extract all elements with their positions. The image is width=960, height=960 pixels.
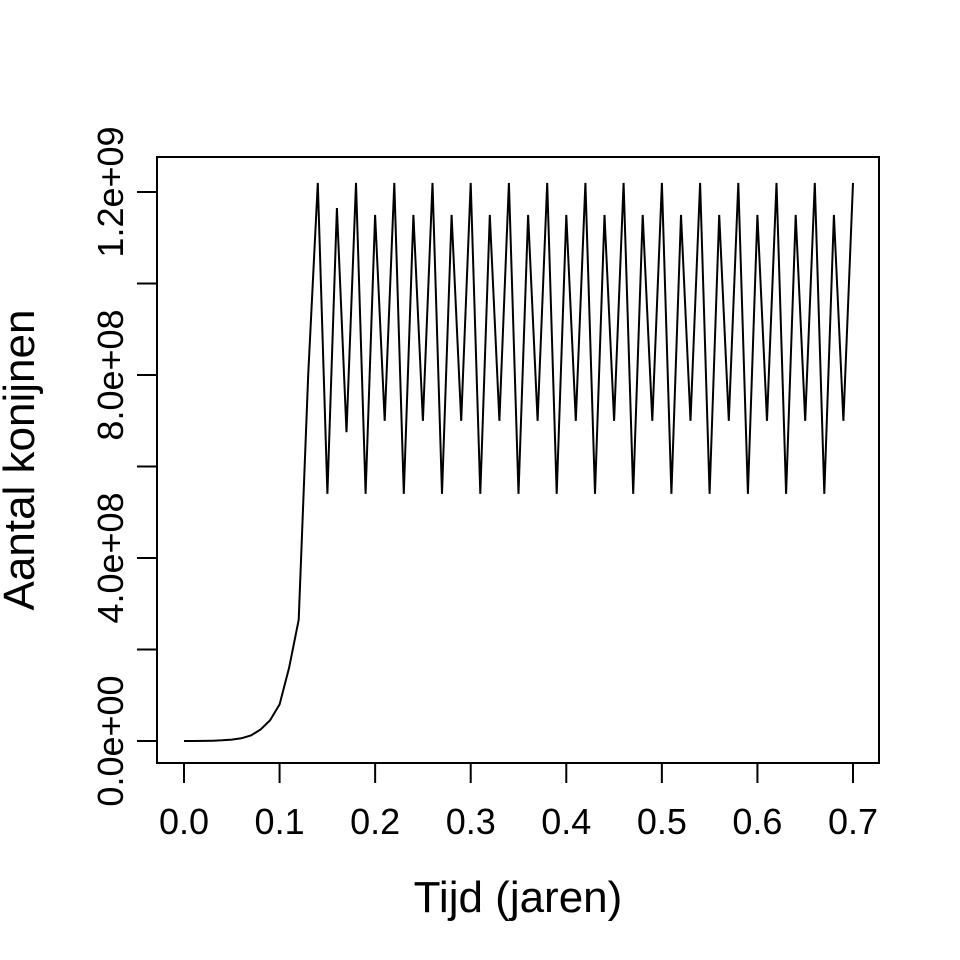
- x-tick-label: 0.0: [159, 801, 209, 842]
- series-line: [184, 182, 854, 742]
- y-axis: 0.0e+00 4.0e+08 8.0e+08 1.2e+09: [90, 126, 158, 807]
- y-axis-title: Aantal konijnen: [0, 310, 44, 611]
- x-axis-title: Tijd (jaren): [414, 873, 623, 922]
- x-tick-label: 0.5: [637, 801, 687, 842]
- x-tick-label: 0.7: [828, 801, 878, 842]
- x-tick-label: 0.1: [255, 801, 305, 842]
- x-tick-label: 0.3: [446, 801, 496, 842]
- y-tick-label: 4.0e+08: [90, 492, 131, 623]
- x-tick-label: 0.4: [541, 801, 591, 842]
- x-tick-label: 0.6: [732, 801, 782, 842]
- x-axis: 0.0 0.1 0.2 0.3 0.4 0.5 0.6 0.7: [159, 762, 878, 842]
- x-tick-label: 0.2: [350, 801, 400, 842]
- y-tick-label: 0.0e+00: [90, 675, 131, 806]
- plot-area: [184, 182, 854, 742]
- y-tick-label: 8.0e+08: [90, 309, 131, 440]
- y-tick-label: 1.2e+09: [90, 126, 131, 257]
